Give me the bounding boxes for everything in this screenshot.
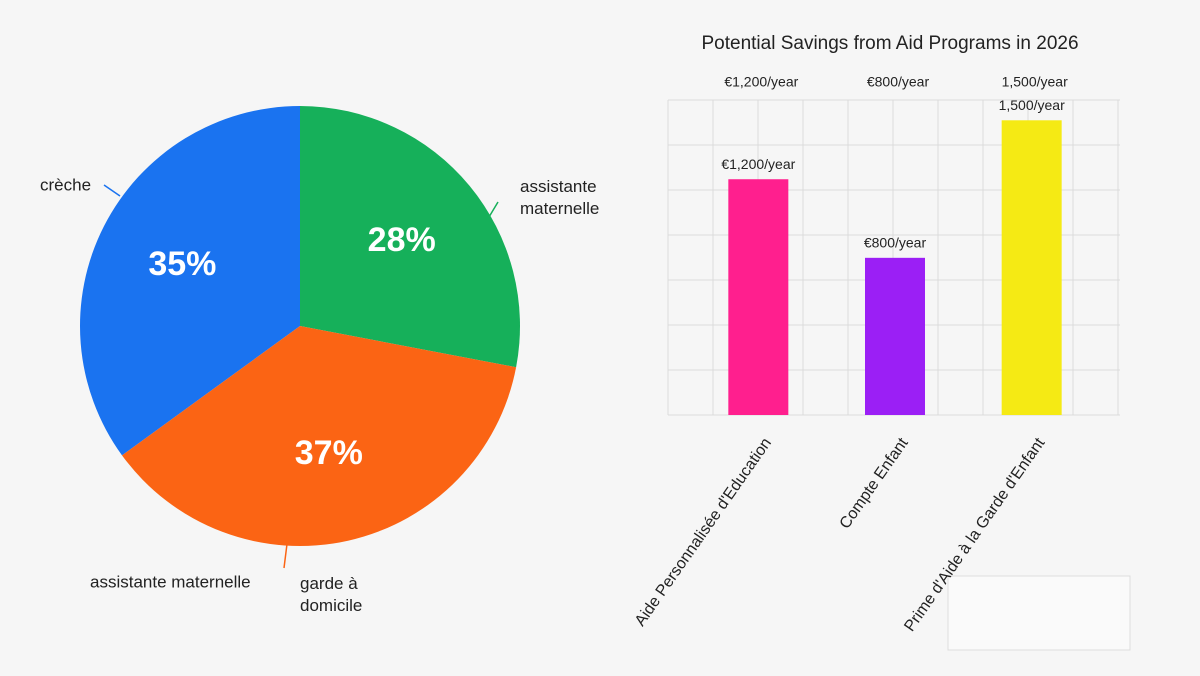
annotation: €1,200/year [724, 74, 798, 90]
value-label: €1,200/year [721, 156, 795, 172]
bar [1001, 120, 1062, 415]
legend-box [947, 575, 1131, 651]
value-label: 1,500/year [999, 97, 1065, 113]
pie-slice [300, 106, 520, 368]
pie-slice [80, 106, 300, 456]
bar [865, 257, 925, 415]
annotation: assistante maternelle [90, 572, 251, 591]
annotation: 1,500/year [1002, 74, 1068, 90]
category-label-line: maternelle [520, 199, 599, 218]
value-label: €800/year [864, 235, 927, 251]
slice-percent: 35% [148, 245, 216, 283]
category-label: crèche [40, 175, 91, 194]
slice-percent: 28% [368, 221, 436, 259]
bar [728, 179, 789, 415]
pie-slice [122, 326, 517, 546]
category-label-line: garde à [300, 574, 358, 593]
chart-title: Potential Savings from Aid Programs in 2… [701, 33, 1078, 54]
leader-line [283, 519, 291, 569]
annotation: €800/year [867, 74, 930, 90]
category-label: garde à domicile [300, 574, 362, 615]
category-label-line: domicile [300, 596, 362, 615]
slice-percent: 37% [295, 434, 363, 472]
leader-line [103, 184, 121, 197]
leader-line [485, 201, 499, 223]
category-label: assistante maternelle [520, 177, 599, 218]
category-label-line: assistante [520, 177, 597, 196]
